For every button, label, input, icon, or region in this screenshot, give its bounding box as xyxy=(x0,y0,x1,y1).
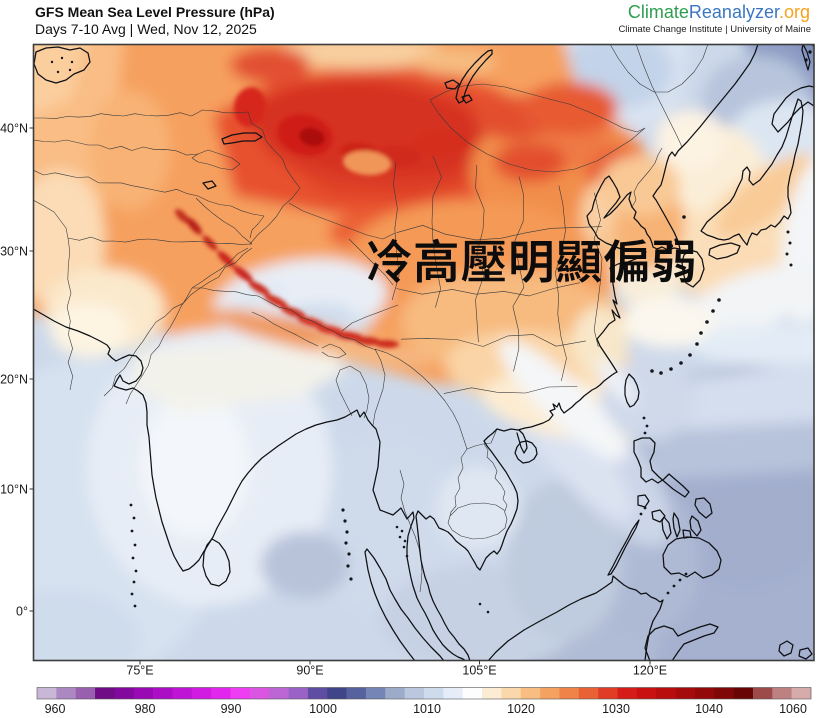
svg-text:990: 990 xyxy=(221,702,242,716)
svg-text:30°N: 30°N xyxy=(0,245,28,259)
svg-text:105°E: 105°E xyxy=(462,664,496,678)
svg-text:90°E: 90°E xyxy=(296,664,323,678)
svg-text:1030: 1030 xyxy=(602,702,630,716)
svg-text:40°N: 40°N xyxy=(0,122,28,136)
svg-text:0°: 0° xyxy=(16,605,28,619)
svg-text:1010: 1010 xyxy=(413,702,441,716)
svg-text:960: 960 xyxy=(45,702,66,716)
svg-text:1020: 1020 xyxy=(507,702,535,716)
svg-text:1060: 1060 xyxy=(779,702,807,716)
svg-text:980: 980 xyxy=(135,702,156,716)
svg-text:75°E: 75°E xyxy=(126,664,153,678)
svg-text:1040: 1040 xyxy=(695,702,723,716)
svg-text:20°N: 20°N xyxy=(0,373,28,387)
svg-text:10°N: 10°N xyxy=(0,483,28,497)
svg-text:120°E: 120°E xyxy=(633,664,667,678)
svg-text:1000: 1000 xyxy=(309,702,337,716)
